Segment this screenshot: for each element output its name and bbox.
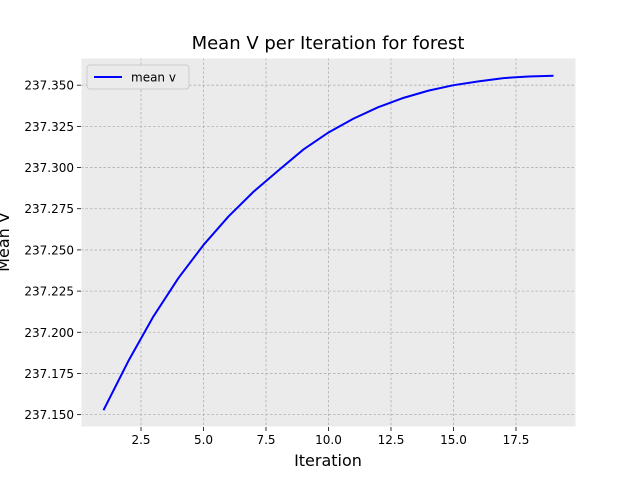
x-axis-ticks: 2.5 5.0 7.5 10.0 12.5 15.0 17.5 xyxy=(131,427,529,447)
x-tick-label: 12.5 xyxy=(378,433,405,447)
x-tick-label: 15.0 xyxy=(440,433,467,447)
x-tick-label: 7.5 xyxy=(256,433,275,447)
legend: mean v xyxy=(87,65,189,89)
x-axis-label: Iteration xyxy=(294,451,362,470)
y-tick-label: 237.300 xyxy=(24,161,74,175)
y-axis-label: Mean V xyxy=(0,212,13,272)
y-tick-label: 237.275 xyxy=(24,202,74,216)
legend-label: mean v xyxy=(131,71,176,85)
y-tick-label: 237.225 xyxy=(24,285,74,299)
chart-title: Mean V per Iteration for forest xyxy=(192,33,465,54)
x-tick-label: 17.5 xyxy=(503,433,530,447)
y-tick-label: 237.175 xyxy=(24,367,74,381)
x-tick-label: 2.5 xyxy=(131,433,150,447)
x-tick-label: 10.0 xyxy=(315,433,342,447)
y-tick-label: 237.350 xyxy=(24,79,74,93)
y-tick-label: 237.200 xyxy=(24,326,74,340)
y-axis-ticks: 237.150 237.175 237.200 237.225 237.250 237.2… xyxy=(24,79,81,422)
y-tick-label: 237.325 xyxy=(24,120,74,134)
y-tick-label: 237.150 xyxy=(24,408,74,422)
x-tick-label: 5.0 xyxy=(194,433,213,447)
y-tick-label: 237.250 xyxy=(24,243,74,257)
